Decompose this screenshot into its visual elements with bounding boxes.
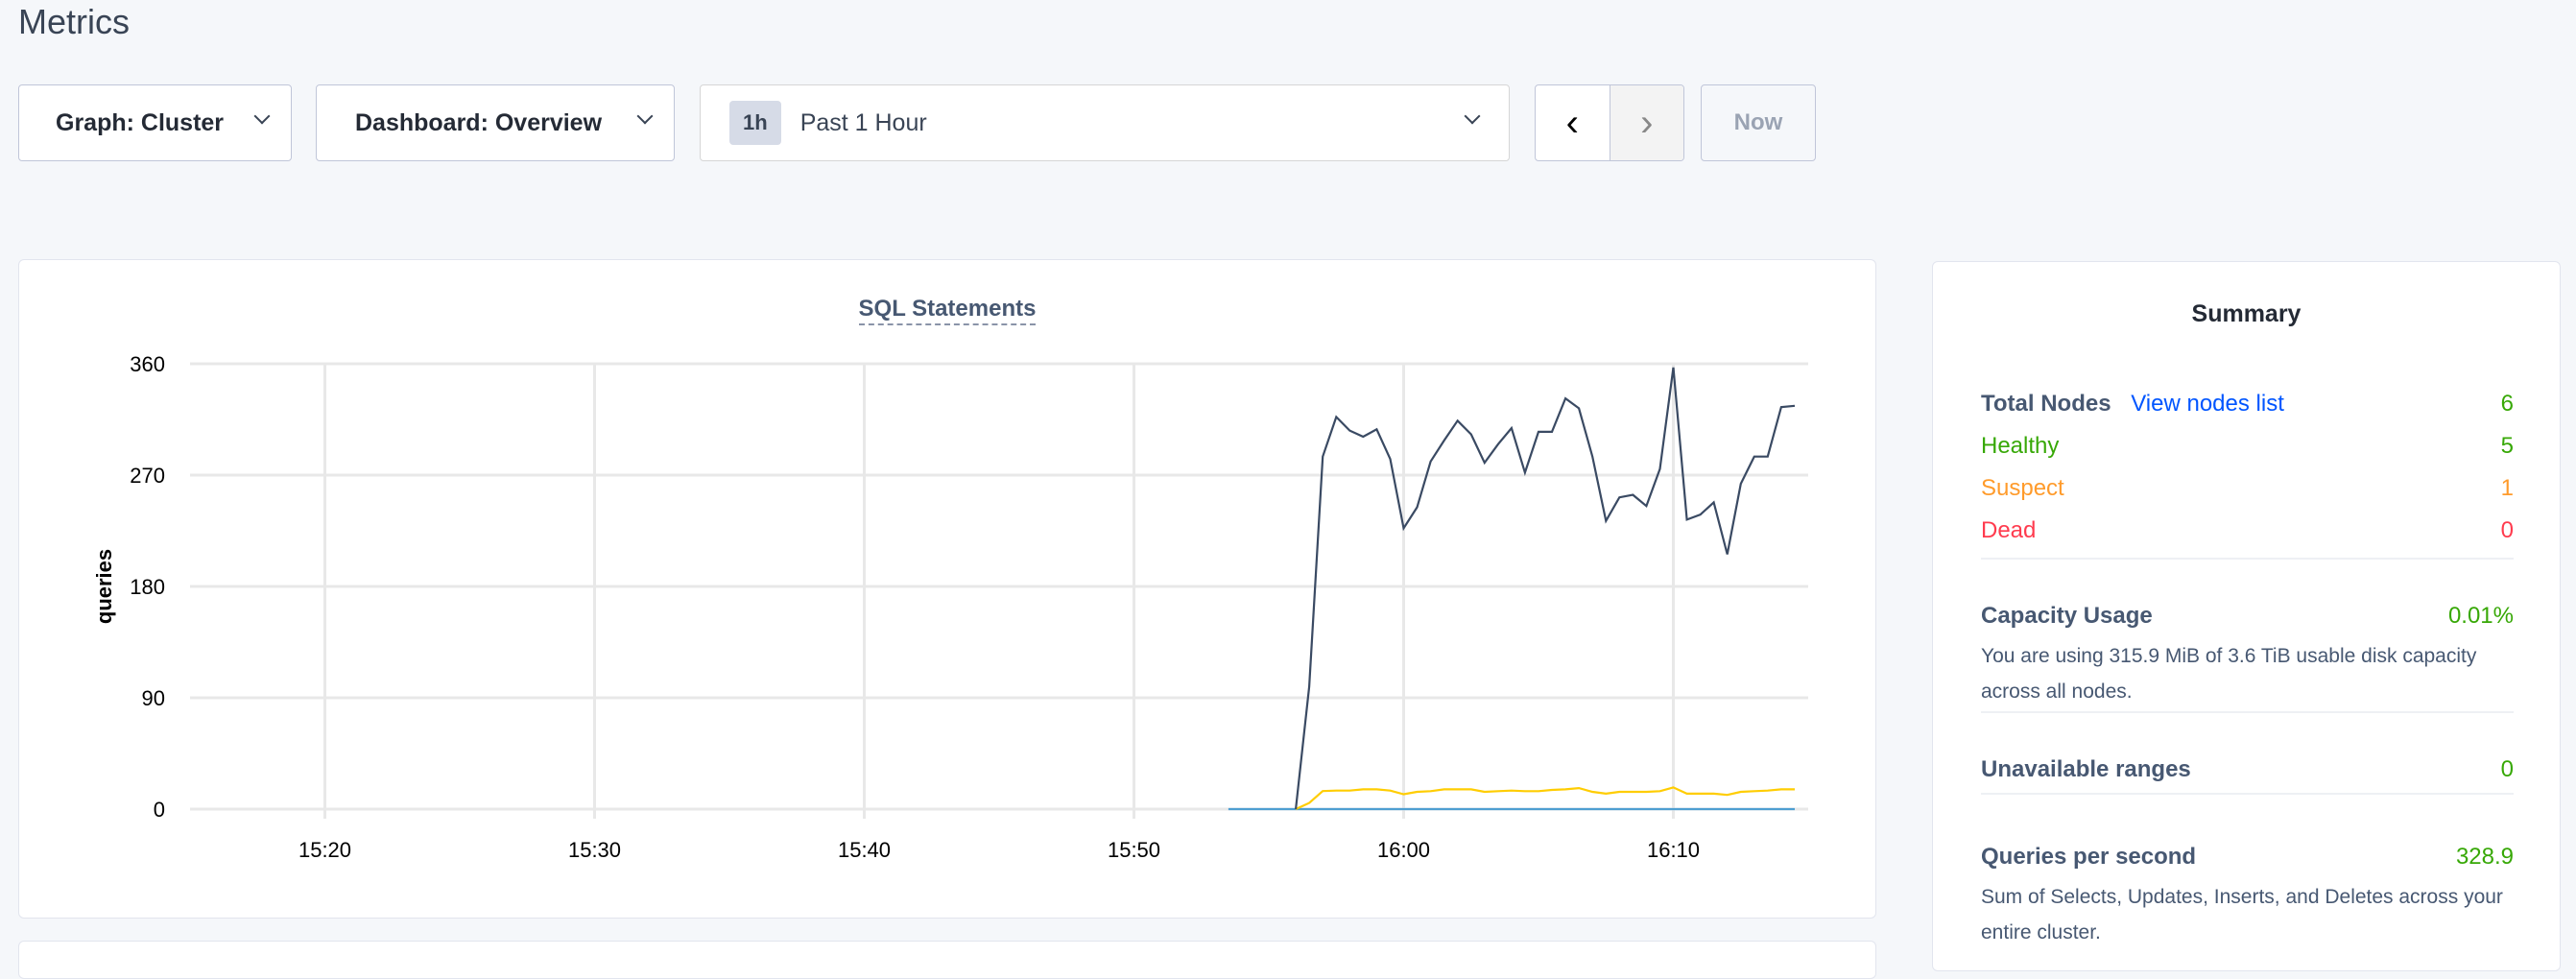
graph-dropdown-label: Graph: Cluster (56, 108, 225, 136)
summary-title: Summary (2191, 300, 2302, 327)
time-range-badge: 1h (729, 101, 781, 145)
x-tick-label: 15:50 (1108, 838, 1160, 862)
chart-title[interactable]: SQL Statements (858, 296, 1037, 325)
y-tick-label: 270 (130, 464, 165, 488)
y-tick-label: 360 (130, 352, 165, 376)
x-tick-label: 15:30 (568, 838, 621, 862)
suspect-value: 1 (2500, 475, 2514, 501)
suspect-label: Suspect (1981, 475, 2064, 501)
capacity-usage-value: 0.01% (2447, 603, 2514, 629)
chevron-down-icon (636, 107, 654, 125)
graph-dropdown[interactable]: Graph: Cluster (18, 84, 292, 161)
dead-value: 0 (2500, 517, 2514, 543)
y-tick-label: 0 (154, 798, 165, 822)
divider (1981, 793, 2514, 795)
capacity-usage-description: You are using 315.9 MiB of 3.6 TiB usabl… (1981, 645, 2477, 703)
time-nav: ‹ › (1535, 84, 1684, 161)
capacity-usage-label: Capacity Usage (1981, 603, 2153, 629)
series-line-0 (1295, 367, 1796, 810)
healthy-label: Healthy (1981, 433, 2060, 459)
chevron-down-icon (1464, 107, 1481, 125)
series-line-1 (1295, 786, 1795, 811)
summary-card: Summary Total Nodes View nodes list 6 He… (1932, 261, 2561, 971)
y-tick-label: 180 (130, 575, 165, 599)
dead-label: Dead (1981, 517, 2037, 543)
unavailable-ranges-value: 0 (2500, 756, 2514, 782)
x-tick-label: 16:00 (1377, 838, 1430, 862)
page-title: Metrics (18, 2, 130, 41)
unavailable-ranges-label: Unavailable ranges (1981, 756, 2191, 782)
next-chart-card (18, 941, 1876, 979)
time-range-label: Past 1 Hour (799, 108, 927, 136)
previous-time-button[interactable]: ‹ (1536, 85, 1610, 160)
now-button[interactable]: Now (1701, 84, 1816, 161)
x-tick-label: 15:40 (838, 838, 891, 862)
next-time-button[interactable]: › (1610, 85, 1683, 160)
sql-statements-chart: 0 90 180 270 360 15:20 15:30 15:40 15:50 16:00 16:… (92, 352, 1808, 862)
x-tick-label: 15:20 (298, 838, 351, 862)
qps-description: Sum of Selects, Updates, Inserts, and De… (1981, 886, 2503, 943)
total-nodes-value: 6 (2500, 391, 2514, 417)
healthy-value: 5 (2500, 433, 2514, 459)
divider (1981, 711, 2514, 713)
time-range-dropdown[interactable]: 1h Past 1 Hour (700, 84, 1510, 161)
y-axis-label: queries (92, 549, 116, 624)
chevron-down-icon (253, 107, 271, 125)
sql-statements-card: SQL Statements 0 90 180 270 360 15:20 15:30 15:… (18, 259, 1876, 919)
x-tick-label: 16:10 (1647, 838, 1700, 862)
qps-value: 328.9 (2455, 844, 2514, 870)
y-tick-label: 90 (142, 686, 165, 710)
qps-label: Queries per second (1981, 844, 2197, 870)
dashboard-dropdown-label: Dashboard: Overview (355, 108, 603, 136)
dashboard-dropdown[interactable]: Dashboard: Overview (316, 84, 675, 161)
total-nodes-label: Total Nodes (1981, 391, 2111, 417)
divider (1981, 558, 2514, 560)
view-nodes-list-link[interactable]: View nodes list (2131, 391, 2284, 417)
